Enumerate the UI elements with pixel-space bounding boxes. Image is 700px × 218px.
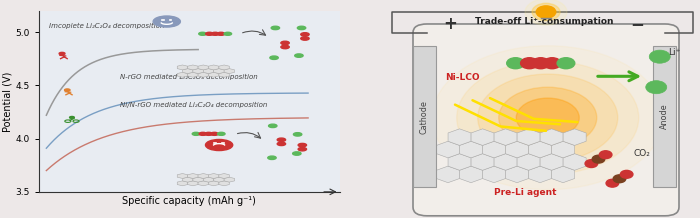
Circle shape	[293, 133, 302, 136]
Circle shape	[270, 56, 279, 60]
Circle shape	[224, 32, 232, 35]
Text: Cathode: Cathode	[420, 100, 429, 134]
Circle shape	[532, 3, 560, 21]
Text: +: +	[443, 15, 456, 33]
Circle shape	[295, 54, 303, 57]
Text: Pre-Li agent: Pre-Li agent	[494, 188, 556, 198]
Polygon shape	[413, 46, 435, 187]
Circle shape	[281, 45, 289, 49]
Circle shape	[456, 61, 638, 174]
Circle shape	[293, 152, 301, 155]
Circle shape	[433, 46, 664, 190]
Text: −: −	[630, 15, 644, 33]
Circle shape	[59, 52, 65, 55]
Circle shape	[645, 81, 666, 94]
Circle shape	[277, 142, 286, 146]
Circle shape	[606, 179, 619, 187]
Circle shape	[620, 170, 633, 178]
Circle shape	[525, 0, 567, 25]
FancyBboxPatch shape	[413, 24, 679, 216]
Circle shape	[477, 74, 617, 161]
Circle shape	[517, 98, 580, 137]
Circle shape	[64, 89, 70, 91]
Circle shape	[498, 87, 596, 148]
Circle shape	[298, 148, 307, 151]
Circle shape	[153, 16, 181, 27]
Circle shape	[557, 58, 575, 69]
Circle shape	[69, 116, 74, 118]
Circle shape	[218, 132, 225, 135]
Circle shape	[206, 140, 232, 151]
Text: Anode: Anode	[659, 104, 668, 129]
Circle shape	[269, 124, 277, 128]
Text: CO₂: CO₂	[634, 149, 650, 158]
Circle shape	[211, 132, 218, 135]
Circle shape	[298, 26, 306, 30]
Y-axis label: Potential (V): Potential (V)	[2, 71, 13, 131]
Circle shape	[536, 6, 556, 18]
Circle shape	[199, 32, 206, 35]
Circle shape	[211, 32, 219, 35]
Circle shape	[281, 41, 289, 45]
Text: Imcoplete Li₂C₂O₄ decomposition: Imcoplete Li₂C₂O₄ decomposition	[49, 23, 164, 29]
Text: Li⁺: Li⁺	[668, 48, 681, 57]
Text: Trade-off Li⁺-consumpation: Trade-off Li⁺-consumpation	[475, 17, 613, 26]
Circle shape	[301, 33, 309, 36]
Circle shape	[277, 138, 286, 141]
Circle shape	[193, 132, 200, 135]
Circle shape	[199, 132, 206, 135]
Circle shape	[599, 151, 612, 159]
Circle shape	[521, 58, 538, 69]
Circle shape	[613, 175, 626, 183]
Circle shape	[532, 58, 550, 69]
Circle shape	[592, 155, 605, 163]
Text: N-rGO mediated Li₂C₂O₄ decomposition: N-rGO mediated Li₂C₂O₄ decomposition	[120, 74, 258, 80]
X-axis label: Specific capacity (mAh g⁻¹): Specific capacity (mAh g⁻¹)	[122, 196, 256, 206]
Text: Ni-LCO: Ni-LCO	[444, 73, 480, 82]
Circle shape	[205, 132, 212, 135]
Circle shape	[271, 26, 279, 30]
Polygon shape	[652, 46, 676, 187]
Circle shape	[543, 58, 561, 69]
Text: Ni/N-rGO mediated Li₂C₂O₄ decomposition: Ni/N-rGO mediated Li₂C₂O₄ decomposition	[120, 102, 267, 108]
Circle shape	[298, 143, 307, 147]
Circle shape	[268, 156, 277, 160]
Circle shape	[585, 160, 598, 167]
Circle shape	[206, 32, 214, 35]
Circle shape	[301, 37, 309, 40]
Circle shape	[507, 58, 524, 69]
Circle shape	[217, 32, 225, 35]
Circle shape	[650, 50, 671, 63]
